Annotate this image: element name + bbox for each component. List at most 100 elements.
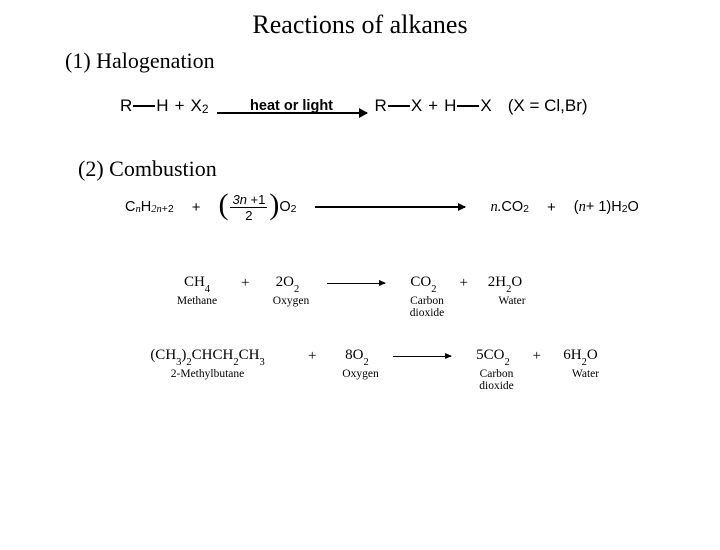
plus-sign: + (175, 96, 185, 116)
ex1-label-water: Water (487, 295, 537, 319)
oxygen-sub: 2 (291, 203, 297, 215)
alkane-n-sub: n (135, 204, 140, 215)
oxygen-coefficient: ( 3n +1 2 ) (218, 190, 279, 224)
spacer (524, 368, 558, 392)
subscript-2: 2 (202, 102, 209, 116)
section-2-heading: (2) Combustion (78, 156, 720, 182)
ex2-o2-coeff: 8 (345, 347, 353, 363)
ex2-label-r1: 2-Methylbutane (125, 368, 290, 392)
ex2-label-co2: Carbon dioxide (469, 368, 524, 392)
reactant-X: X (191, 96, 202, 116)
arrow-icon (327, 283, 385, 284)
fraction: 3n +1 2 (230, 193, 267, 222)
reactant-H: H (156, 96, 168, 116)
ex2-O-sub: 2 (364, 357, 369, 368)
ex2-CO: CO (484, 347, 505, 363)
ex2-h2o-O: O (587, 347, 598, 363)
h2o-coeff-n: n (579, 199, 586, 216)
ex2-label-dioxide: dioxide (479, 380, 514, 392)
ex2-a: (CH (150, 347, 176, 363)
plus-sign: + (547, 199, 556, 216)
ex2-product1: 5CO2 (465, 347, 520, 366)
h2o-O: O (628, 199, 639, 215)
ex1-label-methane: Methane (165, 295, 229, 319)
ex2-product2: 6H2O (553, 347, 608, 366)
combustion-examples: CH4 + 2O2 CO2 + 2H2O Methane Oxygen Carb… (165, 274, 720, 392)
ex2-co2-coeff: 5 (476, 347, 484, 363)
plus-sign: + (308, 348, 316, 365)
ex1-label-carbon: Carbon (410, 295, 444, 307)
ex1-CO-sub: 2 (431, 284, 436, 295)
alkane-H: H (141, 199, 151, 215)
example-1-equation: CH4 + 2O2 CO2 + 2H2O (165, 274, 720, 293)
plus-sign: + (428, 96, 438, 116)
ex1-CO: CO (410, 274, 431, 290)
spacer (229, 295, 265, 319)
plus-sign: + (532, 348, 540, 365)
ex2-c-sub: 2 (233, 357, 238, 368)
ex1-H-sub: 2 (506, 284, 511, 295)
plus-sign: + (459, 275, 467, 292)
ex1-O: O (283, 274, 294, 290)
example-1-labels: Methane Oxygen Carbon dioxide Water (165, 295, 720, 319)
bond-icon (133, 105, 155, 107)
bond-icon (457, 105, 479, 107)
ex1-reactant1: CH4 (165, 274, 229, 293)
ex2-label-water: Water (558, 368, 613, 392)
ex2-h2o-coeff: 6 (563, 347, 571, 363)
ex1-h2o-O: O (511, 274, 522, 290)
ex2-H: H (571, 347, 582, 363)
spacer (317, 295, 403, 319)
ex2-reactant1: (CH3)2CHCH2CH3 (125, 347, 290, 366)
h2o-coeff-rest: + 1) (586, 199, 611, 215)
ex2-d-sub: 3 (259, 357, 264, 368)
plus-sign: + (192, 199, 201, 216)
halogen-note: (X = Cl,Br) (508, 96, 588, 116)
ex2-a-sub: 3 (176, 357, 181, 368)
ex1-CH-sub: 4 (205, 284, 210, 295)
h2o-sub2: 2 (622, 203, 628, 215)
ex2-b-sub: 2 (186, 357, 191, 368)
ex2-H-sub: 2 (582, 357, 587, 368)
paren-close-icon: ) (269, 188, 279, 222)
h2o-H: H (611, 199, 621, 215)
fraction-numerator: 3n +1 (230, 193, 267, 208)
section-1-heading: (1) Halogenation (65, 48, 720, 74)
ex2-d: CH (239, 347, 260, 363)
alkane-C: C (125, 199, 135, 215)
ex1-product1: CO2 (399, 274, 447, 293)
example-2-equation: (CH3)2CHCH2CH3 + 8O2 5CO2 + 6H2O (125, 347, 720, 366)
example-2-labels: 2-Methylbutane Oxygen Carbon dioxide Wat… (125, 368, 720, 392)
reaction-arrow-with-condition: heat or light (217, 98, 367, 114)
spacer (451, 295, 487, 319)
fraction-denominator: 2 (245, 208, 252, 222)
arrow-icon (315, 206, 465, 207)
ex2-O: O (353, 347, 364, 363)
ex1-label-co2: Carbon dioxide (403, 295, 451, 319)
product-X2: X (480, 96, 491, 116)
arrow-icon (217, 112, 367, 114)
product-X: X (411, 96, 422, 116)
co2-CO: CO (501, 199, 523, 215)
product-H: H (444, 96, 456, 116)
paren-open-icon: ( (218, 188, 228, 222)
ex2-c: CHCH (192, 347, 234, 363)
ex1-H: H (495, 274, 506, 290)
reactant-R: R (120, 96, 132, 116)
combustion-general-equation: C n H 2n+2 + ( 3n +1 2 ) O 2 n. CO 2 + (… (125, 190, 720, 224)
ex2-label-carbon: Carbon (480, 368, 514, 380)
co2-coeff-n: n. (491, 199, 502, 216)
ex2-CO-sub: 2 (505, 357, 510, 368)
ex1-reactant2: 2O2 (261, 274, 313, 293)
plus-sign: + (241, 275, 249, 292)
ex1-CH: CH (184, 274, 205, 290)
ex1-label-oxygen: Oxygen (265, 295, 317, 319)
spacer (290, 368, 338, 392)
product-R: R (375, 96, 387, 116)
oxygen-O: O (279, 199, 290, 215)
halogenation-equation: R H + X 2 heat or light R X + H X (X = C… (120, 96, 720, 116)
ex1-product2: 2H2O (480, 274, 530, 293)
alkane-H-sub: 2n+2 (151, 203, 173, 215)
arrow-icon (393, 356, 451, 357)
co2-sub: 2 (523, 203, 529, 215)
